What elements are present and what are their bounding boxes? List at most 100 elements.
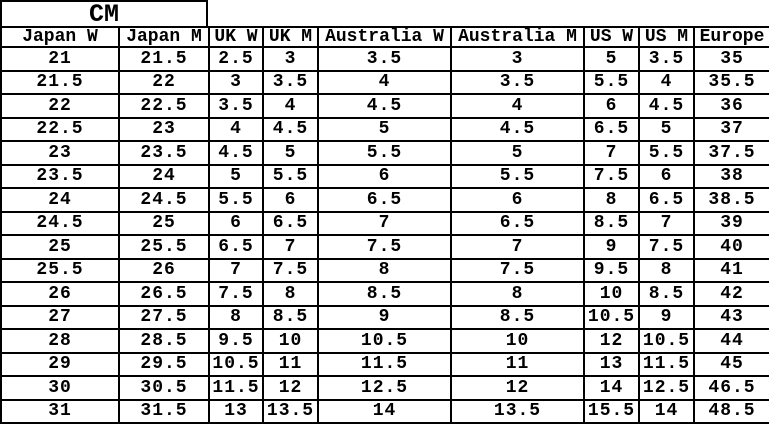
table-cell: 6 (262, 187, 319, 213)
table-cell: 4 (208, 116, 264, 142)
table-cell: 8.5 (583, 210, 640, 236)
table-row: 24 24.5 5.5 6 6.5 6 8 6.5 38.5 (0, 187, 769, 213)
table-cell: 6.5 (450, 210, 585, 236)
table-cell: 10 (583, 281, 640, 307)
table-cell: 10.5 (638, 328, 695, 354)
table-cell: 2.5 (208, 46, 264, 72)
table-cell: 21.5 (0, 69, 120, 95)
table-cell: 5 (638, 116, 695, 142)
table-cell: 5 (262, 140, 319, 166)
table-cell: 7.5 (317, 234, 452, 260)
table-cell: 3 (450, 46, 585, 72)
table-cell: 28 (0, 328, 120, 354)
table-cell: 14 (638, 398, 695, 424)
table-cell: 4 (262, 93, 319, 119)
table-cell: 24.5 (0, 210, 120, 236)
table-cell: 8 (262, 281, 319, 307)
table-cell: 5.5 (262, 163, 319, 189)
table-cell: 10 (262, 328, 319, 354)
size-conversion-table: Japan W Japan M UK W UK M Australia W Au… (0, 26, 769, 424)
table-cell: 7 (583, 140, 640, 166)
table-cell: 25.5 (0, 257, 120, 283)
table-cell: 8.5 (638, 281, 695, 307)
column-header-uk-m: UK M (262, 26, 319, 48)
table-row: 29 29.5 10.5 11 11.5 11 13 11.5 45 (0, 351, 769, 377)
table-cell: 11.5 (638, 351, 695, 377)
table-cell: 8.5 (450, 304, 585, 330)
table-row: 25.5 26 7 7.5 8 7.5 9.5 8 41 (0, 257, 769, 283)
table-cell: 24 (118, 163, 210, 189)
table-cell: 12.5 (317, 375, 452, 401)
table-cell: 4.5 (262, 116, 319, 142)
table-cell: 7.5 (450, 257, 585, 283)
table-body: 21 21.5 2.5 3 3.5 3 5 3.5 35 21.5 22 3 3.5 4 3.5 5.5 4 35… (0, 46, 769, 424)
table-cell: 31 (0, 398, 120, 424)
table-cell: 7.5 (208, 281, 264, 307)
table-cell: 6 (583, 93, 640, 119)
table-cell: 45 (693, 351, 769, 377)
table-cell: 22.5 (0, 116, 120, 142)
table-cell: 26.5 (118, 281, 210, 307)
table-cell: 4 (638, 69, 695, 95)
table-row: 23.5 24 5 5.5 6 5.5 7.5 6 38 (0, 163, 769, 189)
table-cell: 3 (262, 46, 319, 72)
table-cell: 48.5 (693, 398, 769, 424)
table-cell: 6 (317, 163, 452, 189)
table-cell: 12.5 (638, 375, 695, 401)
column-header-japan-w: Japan W (0, 26, 120, 48)
table-cell: 8 (638, 257, 695, 283)
table-cell: 41 (693, 257, 769, 283)
table-cell: 5 (450, 140, 585, 166)
table-cell: 9 (317, 304, 452, 330)
table-cell: 36 (693, 93, 769, 119)
table-cell: 8.5 (262, 304, 319, 330)
table-row: 30 30.5 11.5 12 12.5 12 14 12.5 46.5 (0, 375, 769, 401)
table-row: 27 27.5 8 8.5 9 8.5 10.5 9 43 (0, 304, 769, 330)
table-cell: 12 (583, 328, 640, 354)
cm-header-cell: CM (0, 0, 208, 28)
table-cell: 46.5 (693, 375, 769, 401)
table-cell: 8 (450, 281, 585, 307)
table-cell: 31.5 (118, 398, 210, 424)
table-row: 26 26.5 7.5 8 8.5 8 10 8.5 42 (0, 281, 769, 307)
table-cell: 15.5 (583, 398, 640, 424)
table-cell: 6 (450, 187, 585, 213)
table-cell: 3.5 (638, 46, 695, 72)
table-cell: 12 (450, 375, 585, 401)
table-cell: 4.5 (208, 140, 264, 166)
table-cell: 42 (693, 281, 769, 307)
table-row: 25 25.5 6.5 7 7.5 7 9 7.5 40 (0, 234, 769, 260)
table-cell: 8 (583, 187, 640, 213)
table-cell: 23.5 (118, 140, 210, 166)
table-cell: 40 (693, 234, 769, 260)
table-cell: 4 (450, 93, 585, 119)
table-row: 28 28.5 9.5 10 10.5 10 12 10.5 44 (0, 328, 769, 354)
table-cell: 3.5 (450, 69, 585, 95)
table-cell: 27.5 (118, 304, 210, 330)
table-cell: 13 (583, 351, 640, 377)
table-cell: 11 (262, 351, 319, 377)
table-cell: 10.5 (317, 328, 452, 354)
table-cell: 6.5 (638, 187, 695, 213)
table-cell: 7.5 (638, 234, 695, 260)
table-cell: 12 (262, 375, 319, 401)
table-row: 22.5 23 4 4.5 5 4.5 6.5 5 37 (0, 116, 769, 142)
column-header-australia-w: Australia W (317, 26, 452, 48)
table-cell: 5.5 (450, 163, 585, 189)
table-cell: 5 (583, 46, 640, 72)
table-cell: 6 (638, 163, 695, 189)
table-cell: 10 (450, 328, 585, 354)
table-cell: 24.5 (118, 187, 210, 213)
table-cell: 6.5 (583, 116, 640, 142)
table-cell: 7 (208, 257, 264, 283)
table-cell: 7 (450, 234, 585, 260)
table-cell: 11.5 (208, 375, 264, 401)
table-cell: 25 (118, 210, 210, 236)
table-cell: 38.5 (693, 187, 769, 213)
table-cell: 21 (0, 46, 120, 72)
table-cell: 4.5 (450, 116, 585, 142)
table-cell: 39 (693, 210, 769, 236)
table-cell: 38 (693, 163, 769, 189)
table-cell: 21.5 (118, 46, 210, 72)
